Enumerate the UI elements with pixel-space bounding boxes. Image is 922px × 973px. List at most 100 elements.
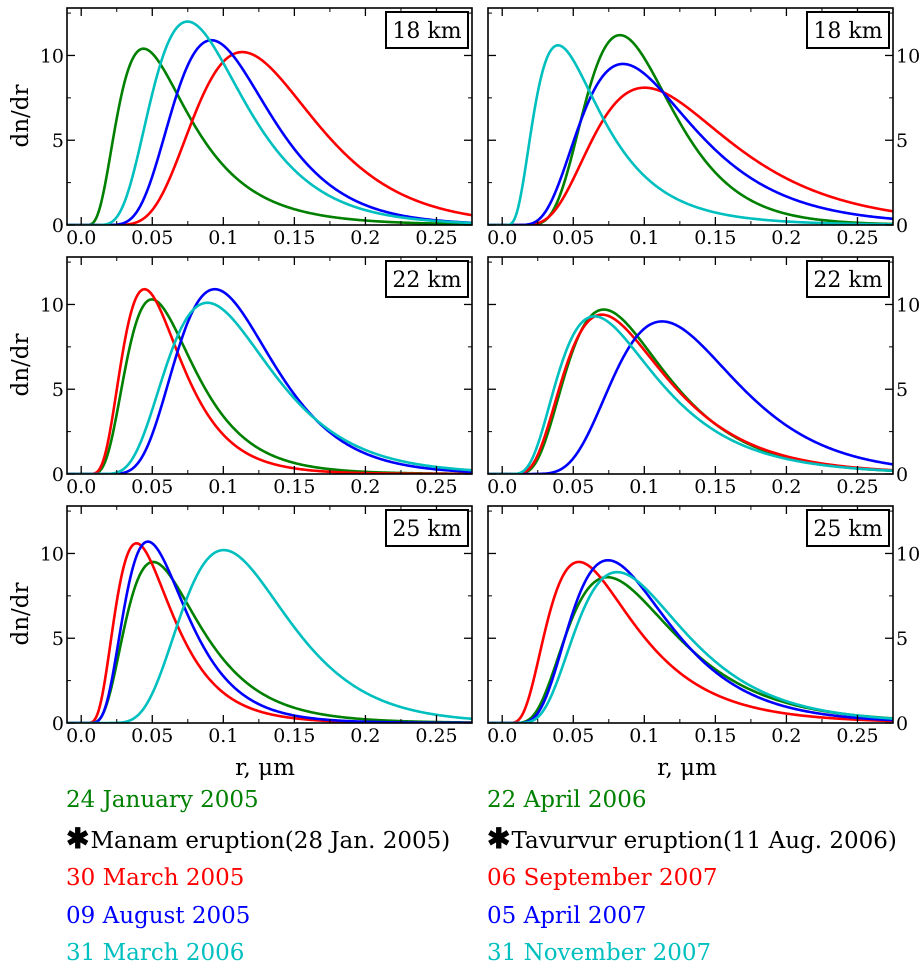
series-line-3 (488, 315, 893, 474)
plot-frame (66, 256, 473, 475)
x-tick-label: 0.1 (208, 227, 238, 249)
legend-entry-05-april-2007: 05 April 2007 (487, 898, 897, 936)
x-tick-label: 0.1 (629, 476, 659, 498)
y-tick-label: 0 (52, 464, 64, 486)
x-tick-label: 0.15 (273, 476, 315, 498)
plot-frame (487, 505, 894, 724)
y-tick-label: 10 (40, 294, 64, 316)
y-tick-label: 5 (52, 628, 64, 650)
series-line-2 (67, 38, 472, 225)
x-tick-label: 0.15 (273, 725, 315, 747)
x-tick-label: 0.0 (487, 476, 517, 498)
x-tick-label: 0.05 (552, 227, 594, 249)
legend-entry-09-august-2005: 09 August 2005 (66, 898, 450, 936)
y-tick-label: 5 (896, 379, 908, 401)
x-axis-label-right: r, μm (657, 755, 717, 781)
series-group (67, 287, 472, 474)
y-tick-label: 0 (52, 215, 64, 237)
y-tick-label: 5 (896, 628, 908, 650)
legend-entry-tavurvur-eruption: ✱Tavurvur eruption(11 Aug. 2006) (487, 820, 897, 861)
x-tick-label: 0.2 (771, 725, 801, 747)
plot-frame (487, 7, 894, 226)
series-group (488, 558, 893, 723)
x-tick-label: 0.1 (208, 725, 238, 747)
legend-label: 06 September 2007 (487, 865, 718, 891)
x-axis-label-left: r, μm (235, 755, 295, 781)
series-line-1 (67, 542, 472, 723)
legend-entry-31-november-2007: 31 November 2007 (487, 935, 897, 973)
series-line-1 (488, 560, 893, 723)
series-line-3 (488, 570, 893, 723)
legend-entry-manam-eruption: ✱Manam eruption(28 Jan. 2005) (66, 820, 450, 861)
asterisk-icon: ✱ (487, 821, 511, 855)
altitude-label: 22 km (813, 268, 882, 293)
y-tick-label: 10 (896, 45, 920, 67)
altitude-box (385, 260, 469, 298)
series-line-3 (67, 20, 472, 225)
x-tick-label: 0.05 (131, 725, 173, 747)
y-tick-label: 5 (52, 130, 64, 152)
legend-label: 22 April 2006 (487, 787, 647, 813)
x-tick-label: 0.25 (415, 725, 457, 747)
x-tick-label: 0.0 (487, 227, 517, 249)
panel-left-mid: 0.0 0.05 0.1 0.15 0.2 0.25 0 5 10 22 km (40, 256, 473, 498)
x-tick-label: 0.15 (694, 227, 736, 249)
x-tick-label: 0.2 (350, 725, 380, 747)
series-group (67, 540, 472, 723)
series-line-1 (488, 313, 893, 474)
series-line-1 (67, 50, 472, 225)
altitude-box (806, 260, 890, 298)
x-tick-label: 0.0 (66, 725, 96, 747)
series-line-2 (488, 558, 893, 723)
x-tick-label: 0.1 (629, 725, 659, 747)
x-tick-label: 0.1 (208, 476, 238, 498)
legend-entry-22-april-2006: 22 April 2006 (487, 782, 897, 820)
y-tick-label: 5 (896, 130, 908, 152)
x-tick-label: 0.05 (552, 725, 594, 747)
asterisk-icon: ✱ (66, 821, 90, 855)
series-line-1 (488, 86, 893, 225)
x-tick-label: 0.0 (66, 476, 96, 498)
x-tick-label: 0.25 (415, 476, 457, 498)
x-tick-label: 0.05 (131, 227, 173, 249)
panel-right-mid: 0.0 0.05 0.1 0.15 0.2 0.25 0 5 10 22 km (487, 256, 920, 498)
plot-frame (66, 505, 473, 724)
series-line-2 (67, 540, 472, 723)
x-tick-label: 0.25 (836, 227, 878, 249)
series-line-0 (488, 33, 893, 225)
altitude-label: 22 km (392, 268, 461, 293)
altitude-box (385, 509, 469, 547)
series-line-0 (67, 47, 472, 225)
altitude-box (385, 11, 469, 49)
series-group (488, 308, 893, 474)
y-tick-label: 5 (52, 379, 64, 401)
y-axis-label-mid: dn/dr (8, 333, 34, 396)
altitude-label: 25 km (813, 517, 882, 542)
y-tick-label: 10 (896, 543, 920, 565)
legend-label: 24 January 2005 (66, 787, 259, 813)
series-line-3 (67, 301, 472, 474)
x-tick-label: 0.15 (694, 725, 736, 747)
y-tick-label: 0 (896, 215, 908, 237)
altitude-label: 25 km (392, 517, 461, 542)
legend-label: 31 March 2006 (66, 940, 245, 966)
legend-label: 30 March 2005 (66, 865, 245, 891)
x-tick-label: 0.0 (487, 725, 517, 747)
panel-right-bottom: 0.0 0.05 0.1 0.15 0.2 0.25 0 5 10 25 km (487, 505, 920, 747)
x-tick-label: 0.05 (131, 476, 173, 498)
x-tick-label: 0.05 (552, 476, 594, 498)
series-group (67, 20, 472, 225)
altitude-box (806, 11, 890, 49)
y-tick-label: 10 (896, 294, 920, 316)
altitude-label: 18 km (392, 19, 461, 44)
plot-frame (66, 7, 473, 226)
series-line-2 (488, 320, 893, 474)
y-axis-label-bottom: dn/dr (8, 582, 34, 645)
panel-left-top: 0.0 0.05 0.1 0.15 0.2 0.25 0 5 10 18 km (40, 7, 473, 249)
series-line-2 (67, 287, 472, 474)
x-tick-label: 0.1 (629, 227, 659, 249)
y-tick-label: 0 (52, 713, 64, 735)
altitude-box (806, 509, 890, 547)
